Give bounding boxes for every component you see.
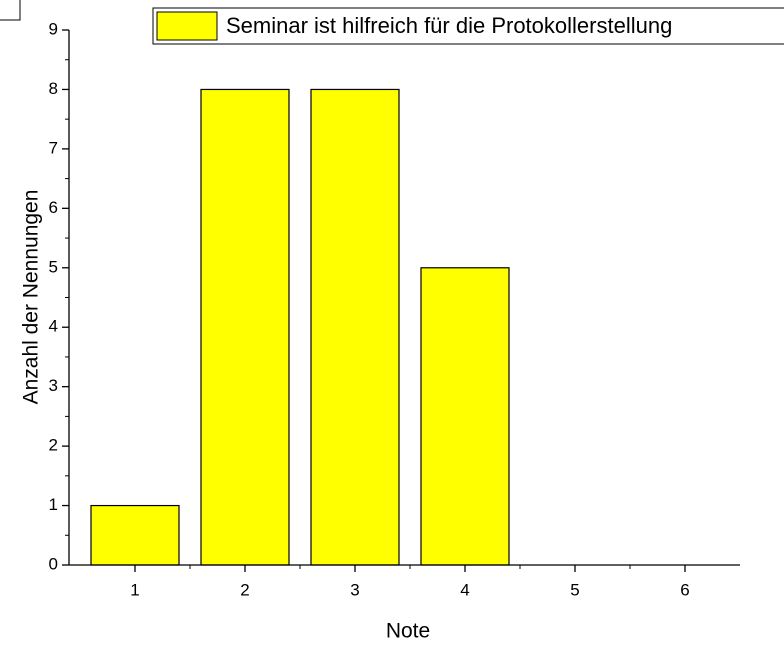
bar [200, 88, 290, 566]
x-tick-label: 4 [460, 580, 469, 599]
y-tick-label: 2 [49, 436, 58, 455]
x-tick-label: 5 [570, 580, 579, 599]
legend-box [152, 7, 784, 45]
legend: Seminar ist hilfreich für die Protokolle… [152, 7, 784, 45]
x-tick-label: 3 [350, 580, 359, 599]
y-tick-label: 0 [49, 554, 58, 573]
y-tick-label: 6 [49, 198, 58, 217]
y-tick-label: 3 [49, 376, 58, 395]
x-tick-label: 1 [130, 580, 139, 599]
x-tick-label: 6 [680, 580, 689, 599]
legend-label: Seminar ist hilfreich für die Protokolle… [226, 13, 672, 38]
bar [310, 88, 400, 566]
x-axis-label: Note [386, 620, 430, 643]
y-tick-label: 8 [49, 79, 58, 98]
y-axis-label: Anzahl der Nennungen [20, 190, 43, 405]
x-tick-label: 2 [240, 580, 249, 599]
legend-swatch [156, 11, 218, 41]
y-tick-label: 5 [49, 257, 58, 276]
y-tick-label: 1 [49, 495, 58, 514]
bar [420, 267, 510, 566]
bar [90, 504, 180, 566]
y-tick-label: 4 [49, 317, 58, 336]
frame-corner [0, 0, 21, 21]
y-tick-label: 9 [49, 19, 58, 38]
y-tick-label: 7 [49, 138, 58, 157]
